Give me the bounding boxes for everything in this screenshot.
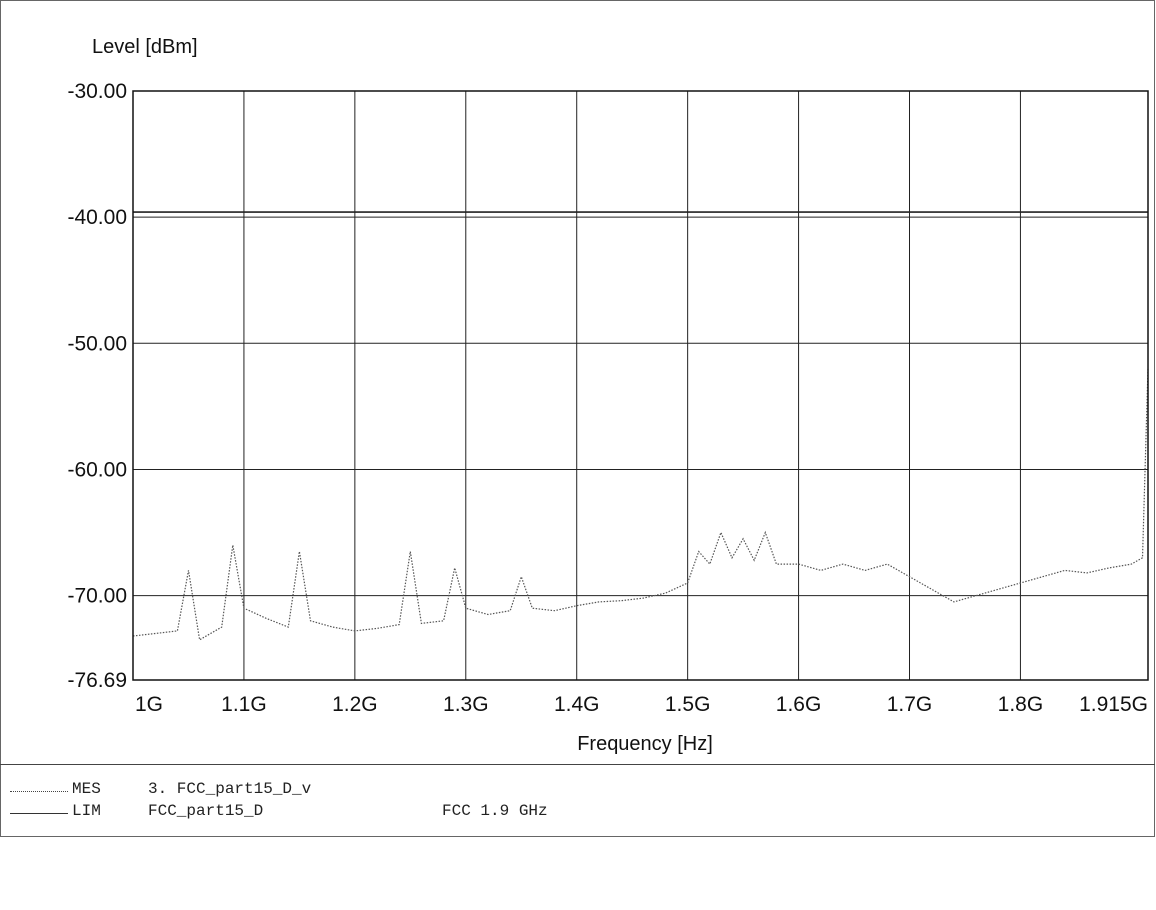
y-tick-label: -70.00 [67, 585, 127, 608]
grid [132, 90, 1149, 681]
y-tick-label: -40.00 [67, 206, 127, 229]
legend-name: 3. FCC_part15_D_v [148, 780, 312, 798]
legend-code: MES [72, 780, 101, 798]
x-tick-label: 1.4G [554, 693, 600, 716]
chart-svg: -30.00-40.00-50.00-60.00-70.00-76.69 1G 1… [67, 36, 1149, 755]
series-layer [132, 211, 1149, 641]
y-tick-label: -50.00 [67, 332, 127, 355]
y-tick-label: -60.00 [67, 458, 127, 481]
x-axis-title: Frequency [Hz] [577, 733, 713, 755]
x-tick-label: 1G [135, 693, 163, 716]
legend-description: FCC 1.9 GHz [442, 802, 548, 820]
x-tick-label: 1.8G [998, 693, 1044, 716]
y-tick-label: -30.00 [67, 80, 127, 103]
x-axis-ticks: 1G 1.1G 1.2G 1.3G 1.4G 1.5G 1.6G 1.7G 1.8G 1.915G [135, 693, 1148, 716]
x-tick-label: 1.2G [332, 693, 378, 716]
y-axis-title: Level [dBm] [92, 36, 198, 58]
legend: MES 3. FCC_part15_D_v LIM FCC_part15_D F… [10, 780, 548, 824]
legend-code: LIM [72, 802, 101, 820]
x-tick-label: 1.3G [443, 693, 489, 716]
legend-entry-lim: LIM FCC_part15_D FCC 1.9 GHz [10, 802, 548, 824]
y-axis-ticks: -30.00 -40.00 -50.00 -60.00 -70.00 -76.69 [67, 80, 127, 692]
legend-entry-mes: MES 3. FCC_part15_D_v [10, 780, 311, 802]
y-tick-label: -76.69 [67, 669, 127, 692]
x-tick-label: 1.7G [887, 693, 933, 716]
legend-name: FCC_part15_D [148, 802, 264, 820]
legend-swatch-mes [10, 791, 68, 792]
legend-separator [0, 764, 1155, 765]
x-tick-label: 1.6G [776, 693, 822, 716]
chart-frame [0, 0, 1155, 837]
x-tick-label: 1.1G [221, 693, 267, 716]
plot-area-border [132, 90, 1149, 681]
x-tick-label: 1.5G [665, 693, 711, 716]
x-tick-label: 1.915G [1079, 693, 1148, 716]
legend-swatch-lim [10, 813, 68, 814]
series-line-mes [132, 368, 1149, 641]
